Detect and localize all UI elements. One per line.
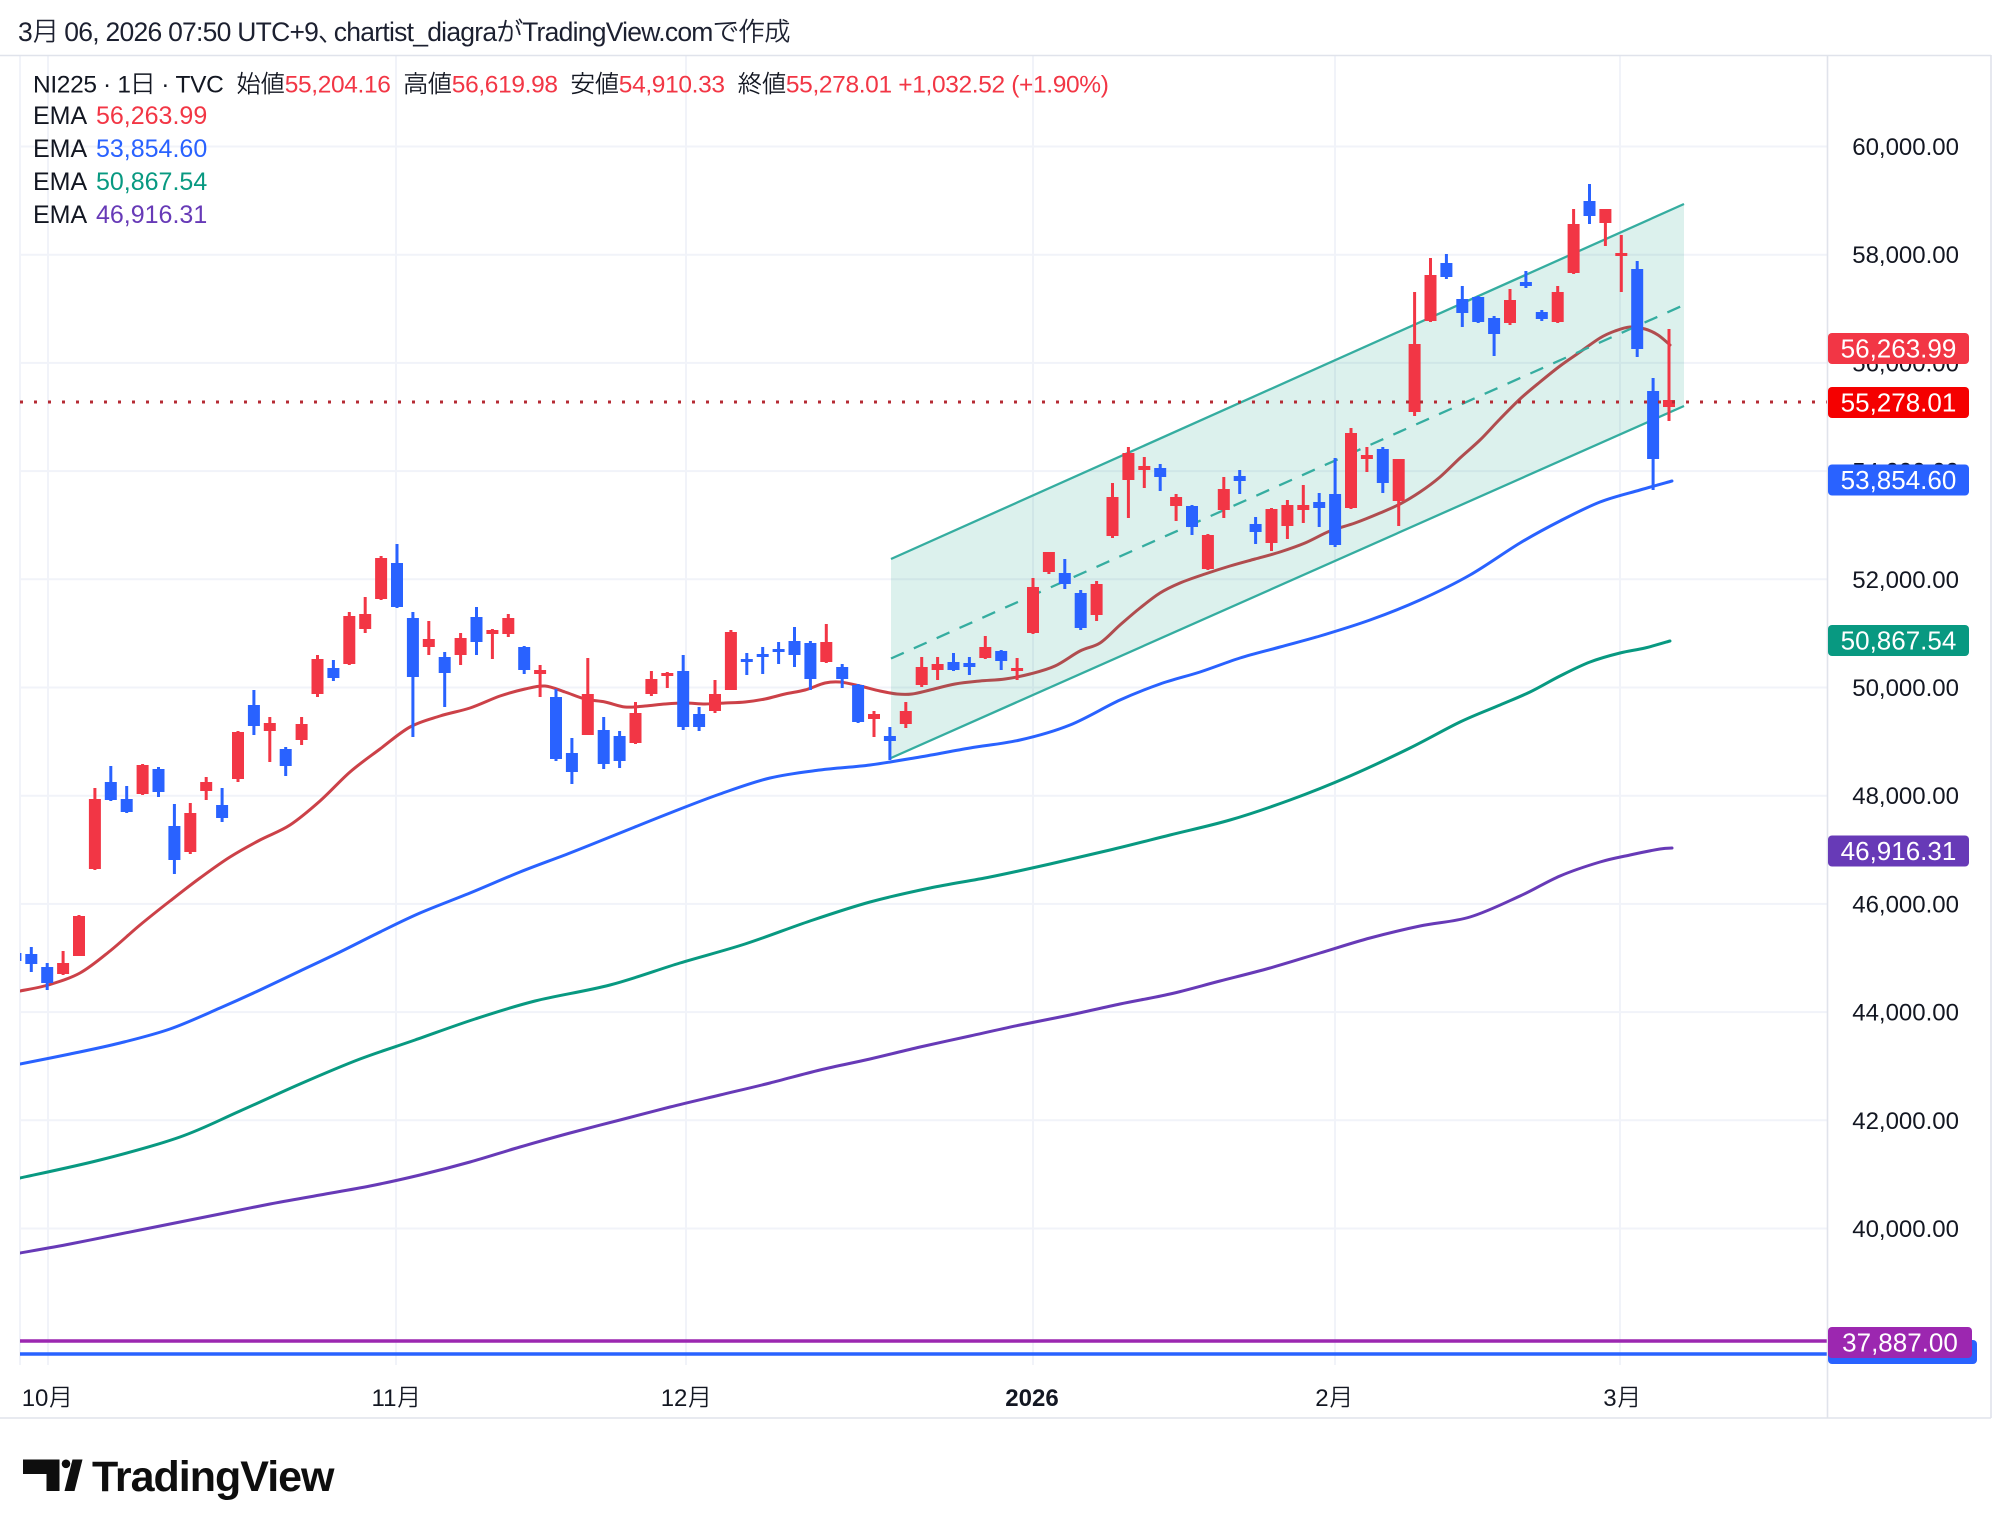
svg-text:40,000.00: 40,000.00: [1852, 1216, 1959, 1243]
svg-text:46,000.00: 46,000.00: [1852, 891, 1959, 918]
svg-text:37,887.00: 37,887.00: [1842, 1328, 1958, 1358]
svg-text:58,000.00: 58,000.00: [1852, 242, 1959, 269]
svg-text:3: 3: [1603, 1385, 1616, 1412]
svg-text:3: 3: [18, 17, 32, 47]
svg-text:46,916.31: 46,916.31: [1841, 836, 1957, 866]
svg-text:2: 2: [1315, 1385, 1328, 1412]
svg-text:52,000.00: 52,000.00: [1852, 567, 1959, 594]
svg-text:46,916.31: 46,916.31: [96, 201, 207, 229]
svg-text:06, 2026 07:50 UTC+9: 06, 2026 07:50 UTC+9: [58, 17, 318, 47]
svg-text:NI225: NI225: [33, 72, 97, 99]
svg-text:53,854.60: 53,854.60: [1841, 465, 1957, 495]
svg-text:55,278.01: 55,278.01: [1841, 388, 1957, 418]
svg-text:·: ·: [155, 72, 176, 99]
svg-text:12: 12: [661, 1385, 688, 1412]
svg-text:42,000.00: 42,000.00: [1852, 1108, 1959, 1135]
svg-text:TradingView: TradingView: [92, 1453, 335, 1501]
svg-text:55,278.01: 55,278.01: [786, 72, 892, 99]
svg-text:44,000.00: 44,000.00: [1852, 1000, 1959, 1027]
svg-text:54,910.33: 54,910.33: [619, 72, 725, 99]
svg-text:EMA: EMA: [33, 135, 88, 163]
svg-text:56,619.98: 56,619.98: [452, 72, 558, 99]
svg-text:TradingView.com: TradingView.com: [522, 17, 713, 47]
svg-text:EMA: EMA: [33, 102, 88, 130]
svg-text:·: ·: [97, 72, 118, 99]
svg-text:EMA: EMA: [33, 168, 88, 196]
svg-text:50,867.54: 50,867.54: [96, 168, 207, 196]
svg-text:1: 1: [117, 72, 130, 99]
svg-text:55,204.16: 55,204.16: [285, 72, 391, 99]
svg-text:50,000.00: 50,000.00: [1852, 675, 1959, 702]
svg-text:chartist_diagra: chartist_diagra: [334, 17, 498, 47]
svg-text:TVC: TVC: [176, 72, 237, 99]
svg-text:EMA: EMA: [33, 201, 88, 229]
svg-text:48,000.00: 48,000.00: [1852, 783, 1959, 810]
svg-text:56,263.99: 56,263.99: [96, 102, 207, 130]
svg-text:56,263.99: 56,263.99: [1841, 334, 1957, 364]
svg-text:53,854.60: 53,854.60: [96, 135, 207, 163]
svg-text:2026: 2026: [1005, 1385, 1058, 1412]
svg-text:+1,032.52 (+1.90%): +1,032.52 (+1.90%): [892, 72, 1109, 99]
svg-text:10: 10: [22, 1385, 49, 1412]
svg-text:60,000.00: 60,000.00: [1852, 134, 1959, 161]
svg-text:50,867.54: 50,867.54: [1841, 626, 1957, 656]
svg-text:11: 11: [372, 1385, 397, 1412]
